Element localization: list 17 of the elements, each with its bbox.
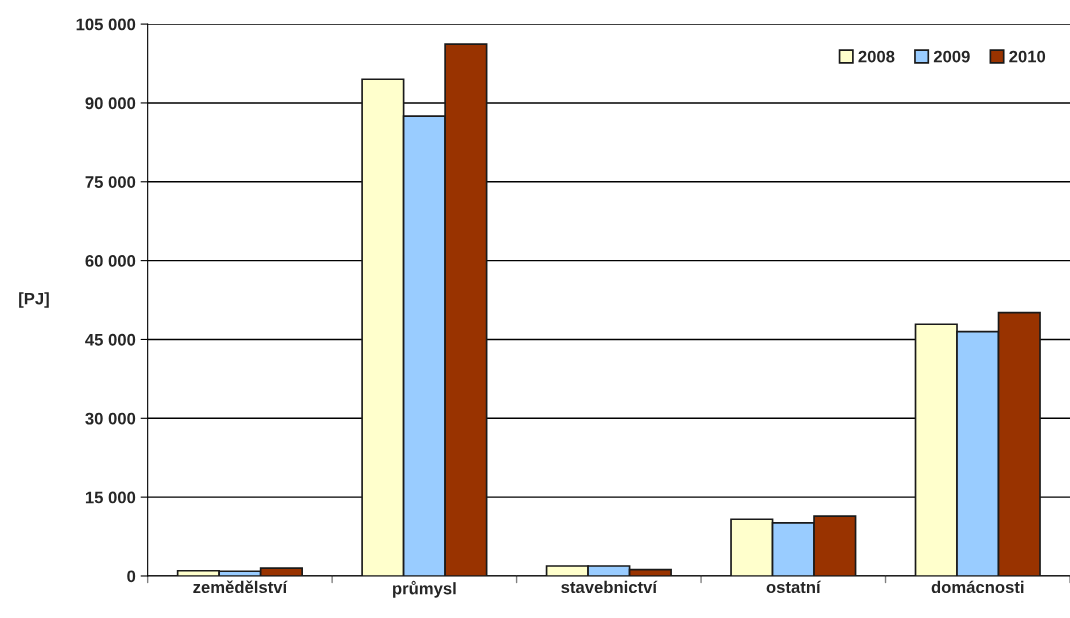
legend-label: 2008 bbox=[858, 50, 895, 63]
y-axis-title: [PJ] bbox=[19, 292, 49, 308]
legend-label: 2009 bbox=[933, 50, 970, 63]
x-tick-label: stavebnictví bbox=[561, 580, 658, 594]
x-tick-label: zemědělství bbox=[193, 580, 288, 594]
y-tick-label: 90 000 bbox=[85, 97, 136, 110]
y-tick-label: 15 000 bbox=[85, 491, 136, 504]
y-tick-label: 30 000 bbox=[85, 412, 136, 425]
y-tick-label: 45 000 bbox=[85, 333, 136, 346]
x-tick-label: domácnosti bbox=[931, 580, 1024, 594]
y-tick-label: 0 bbox=[127, 570, 136, 583]
y-tick-label: 60 000 bbox=[85, 255, 136, 267]
y-tick-label: 105 000 bbox=[76, 18, 136, 31]
x-tick-label: ostatní bbox=[766, 580, 822, 594]
x-tick-label: průmysl bbox=[393, 580, 456, 598]
y-tick-label: 75 000 bbox=[85, 176, 136, 188]
legend-label: 2010 bbox=[1009, 50, 1046, 63]
